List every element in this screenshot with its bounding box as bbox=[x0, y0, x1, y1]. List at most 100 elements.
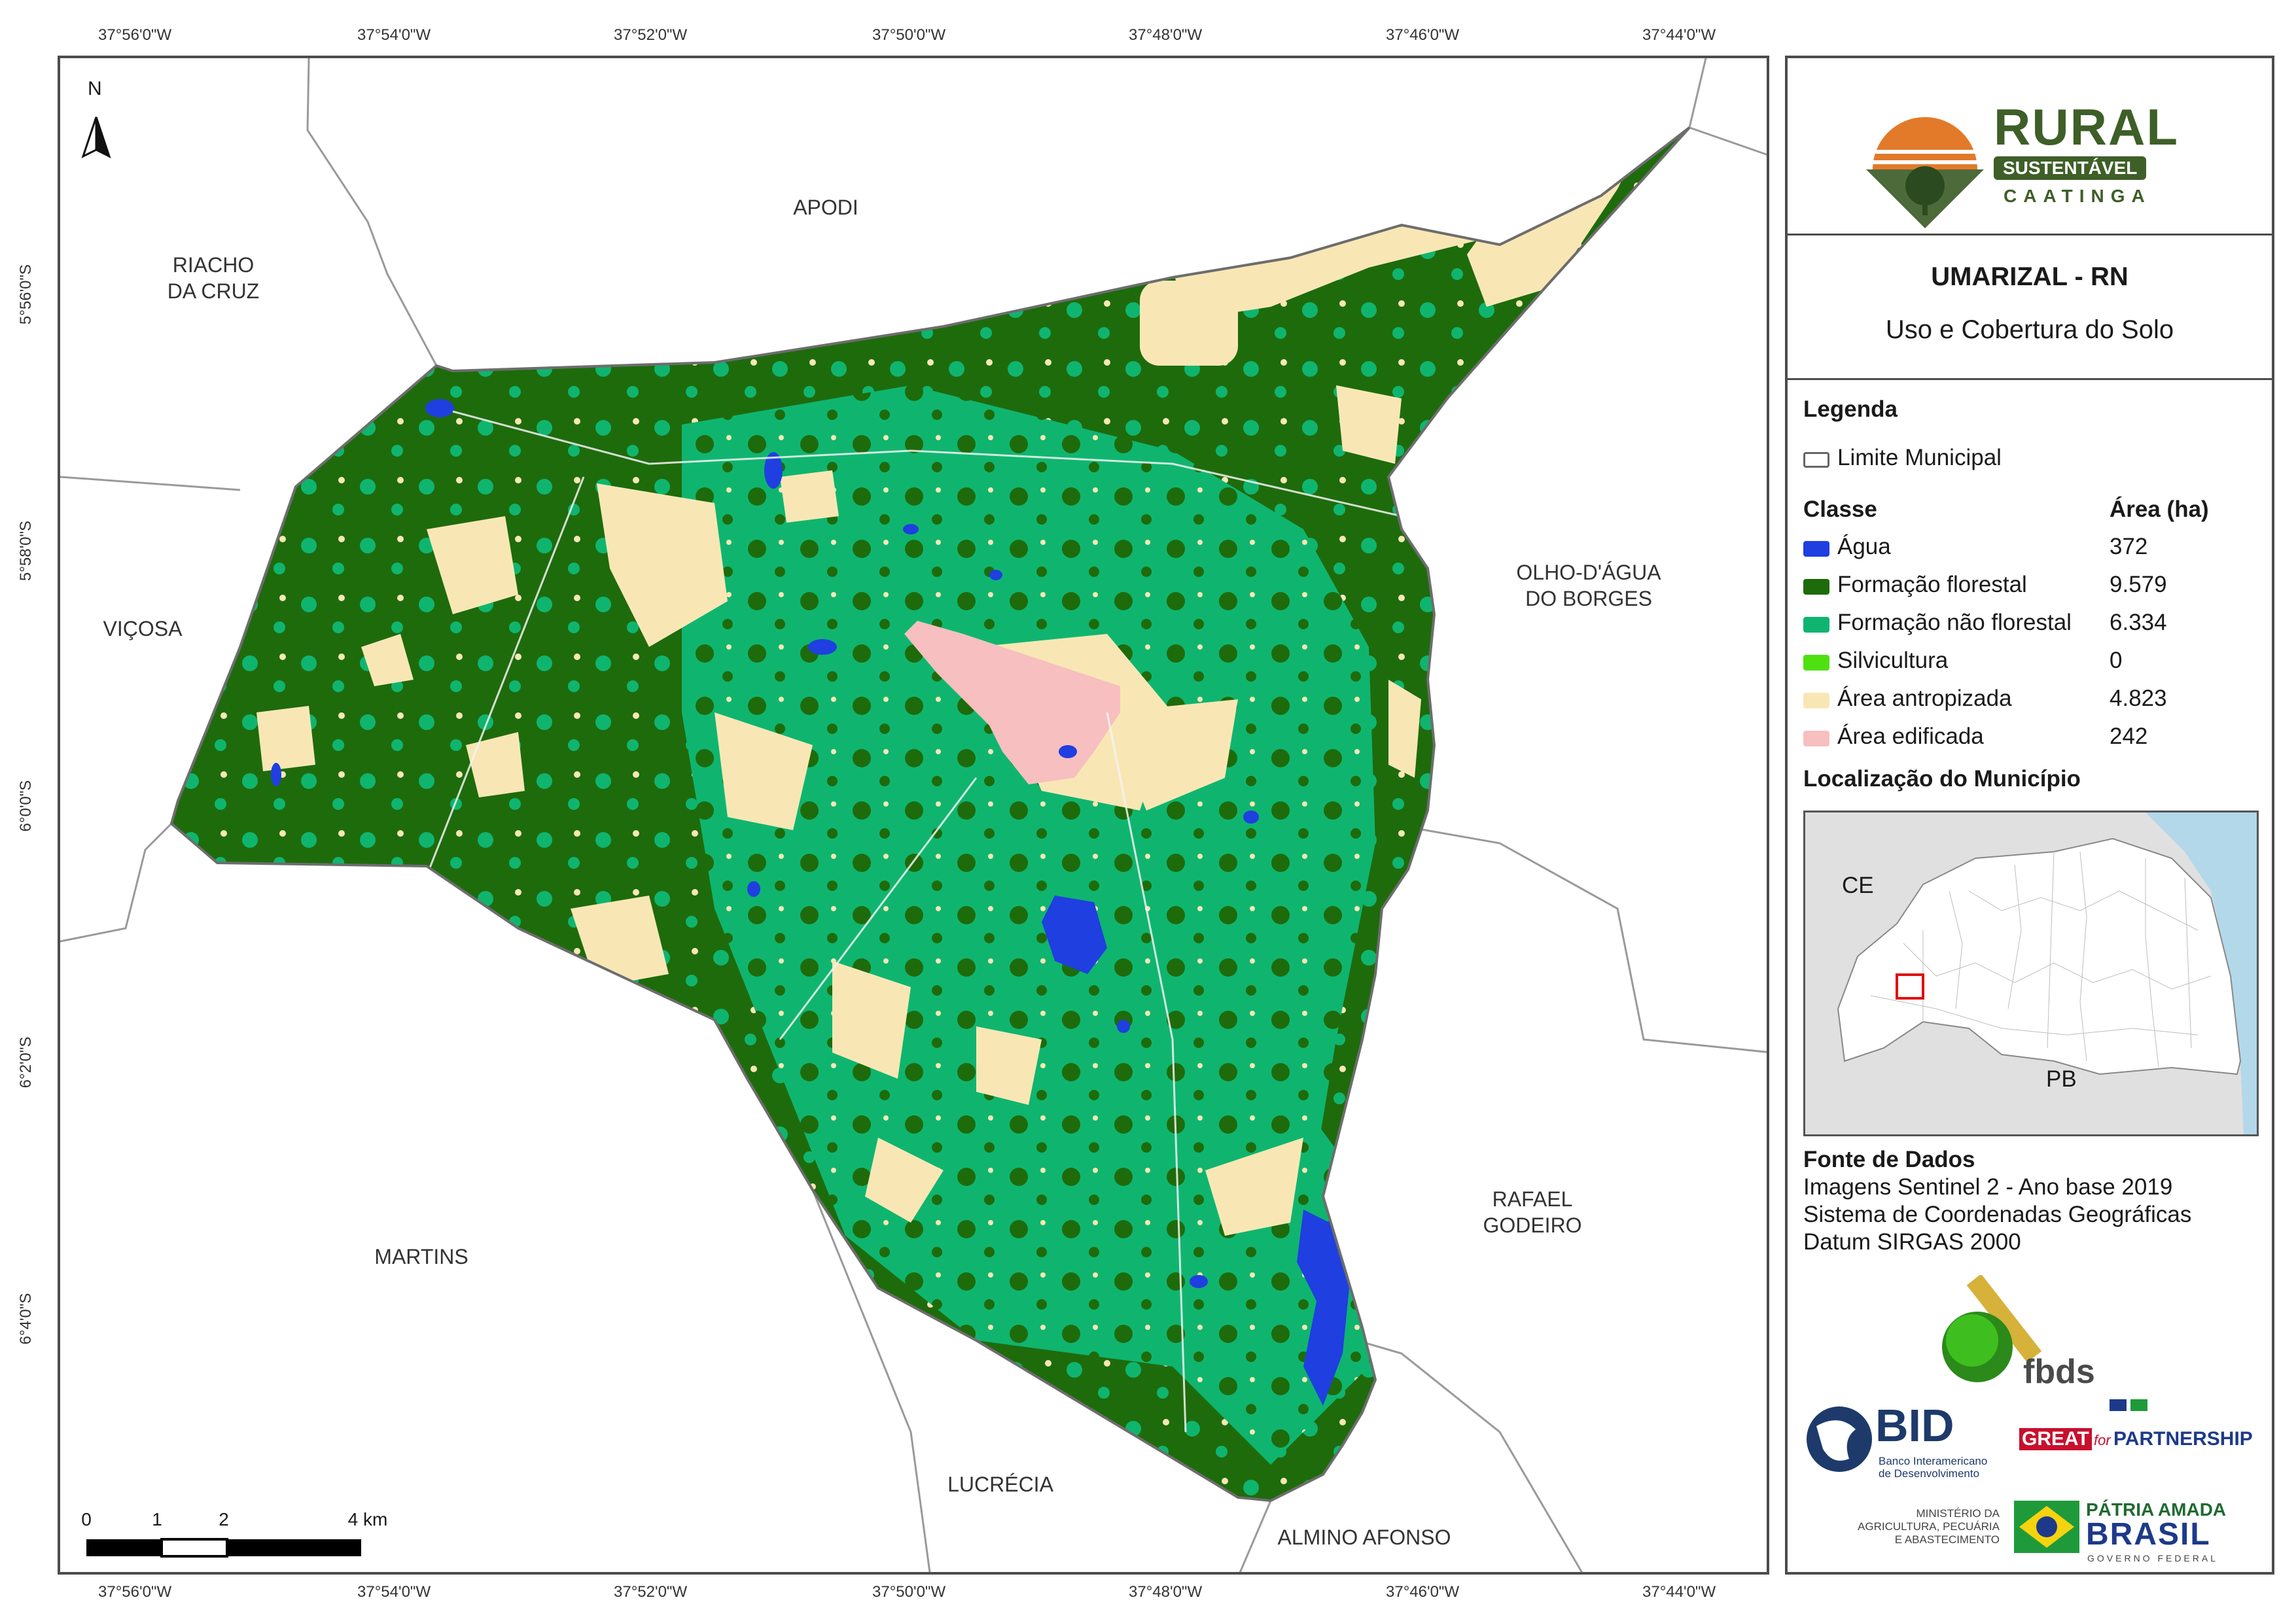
patria-amada-text: PÁTRIA AMADA bbox=[2086, 1499, 2227, 1520]
fbds-text: fbds bbox=[2023, 1353, 2095, 1391]
source-line-2: Sistema de Coordenadas Geográficas bbox=[1803, 1202, 2192, 1227]
logo-rural-text: RURAL bbox=[1994, 98, 2179, 156]
governo-federal-text: GOVERNO FEDERAL bbox=[2087, 1553, 2219, 1563]
logo-caatinga-text: CAATINGA bbox=[2004, 186, 2151, 206]
lon-label-top-2: 37°54'0"W bbox=[357, 26, 431, 44]
great-text: GREAT bbox=[2019, 1428, 2092, 1450]
legend-area-formacao-florestal: 9.579 bbox=[2110, 572, 2167, 597]
bid-globe-icon bbox=[1807, 1406, 1872, 1472]
map-frame: N 0 1 2 4 km APODI RIACHO DA CRUZ VIÇOSA… bbox=[58, 56, 1769, 1575]
legend-label-area-antropizada: Área antropizada bbox=[1837, 686, 2012, 711]
locator-map-svg bbox=[1837, 812, 2257, 1134]
bid-subtitle-1: Banco Interamericano bbox=[1879, 1455, 1988, 1467]
lon-label-top-1: 37°56'0"W bbox=[98, 26, 172, 44]
legend-area-area-antropizada: 4.823 bbox=[2110, 686, 2167, 711]
locator-map: CE PB bbox=[1803, 811, 2259, 1136]
government-logos: MINISTÉRIO DA AGRICULTURA, PECUÁRIA E AB… bbox=[1803, 1499, 2261, 1573]
fbds-logo: fbds bbox=[1932, 1274, 2115, 1393]
label-olho-dagua-do-borges: OLHO-D'ÁGUA DO BORGES bbox=[1516, 561, 1661, 610]
label-almino-afonso: ALMINO AFONSO bbox=[1277, 1526, 1451, 1549]
municipality-boundary bbox=[169, 126, 1691, 1503]
lon-label-bottom-4: 37°50'0"W bbox=[872, 1583, 946, 1601]
legend-area-agua: 372 bbox=[2110, 534, 2148, 559]
ministerio-line-3: E ABASTECIMENTO bbox=[1894, 1533, 2000, 1546]
lon-label-top-6: 37°46'0"W bbox=[1386, 26, 1460, 44]
class-header: Classe bbox=[1803, 497, 1877, 522]
legend-label-silvicultura: Silvicultura bbox=[1837, 648, 1949, 673]
legend-label-formacao-florestal: Formação florestal bbox=[1837, 572, 2027, 597]
north-label: N bbox=[88, 78, 102, 99]
brazil-flag-icon bbox=[2130, 1399, 2147, 1411]
lat-label-1: 5°56'0"S bbox=[17, 264, 35, 325]
legend-swatch-formacao-nao-florestal bbox=[1803, 617, 1829, 633]
legend-area-silvicultura: 0 bbox=[2110, 648, 2123, 673]
location-heading: Localização do Município bbox=[1803, 766, 2081, 792]
legend-swatch-area-antropizada bbox=[1803, 693, 1829, 708]
bid-logo: BID Banco Interamericano de Desenvolvime… bbox=[1803, 1399, 2013, 1484]
legend-swatch-silvicultura bbox=[1803, 655, 1829, 671]
partnership-text: PARTNERSHIP bbox=[2113, 1428, 2253, 1450]
rural-sustentavel-logo: RURAL SUSTENTÁVEL CAATINGA bbox=[1860, 97, 2213, 261]
legend-area-area-edificada: 242 bbox=[2110, 724, 2148, 749]
lon-label-bottom-5: 37°48'0"W bbox=[1129, 1583, 1203, 1601]
limit-label: Limite Municipal bbox=[1837, 445, 2002, 470]
scale-bar bbox=[86, 1538, 361, 1558]
label-riacho-da-cruz: RIACHO DA CRUZ bbox=[167, 253, 260, 303]
lat-label-2: 5°58'0"S bbox=[17, 520, 35, 582]
label-vicosa: VIÇOSA bbox=[103, 617, 183, 640]
lon-label-top-7: 37°44'0"W bbox=[1642, 26, 1716, 44]
label-apodi: APODI bbox=[793, 196, 858, 219]
panel-divider bbox=[1788, 234, 2272, 236]
legend-area-formacao-nao-florestal: 6.334 bbox=[2110, 610, 2167, 635]
map-subtitle: Uso e Cobertura do Solo bbox=[1885, 315, 2174, 344]
brasil-emblem-icon bbox=[2014, 1501, 2079, 1553]
lon-label-bottom-6: 37°46'0"W bbox=[1386, 1583, 1460, 1601]
caatinga-tree-icon bbox=[1866, 117, 1984, 228]
lat-label-5: 6°4'0"S bbox=[17, 1293, 35, 1345]
fbds-emblem-icon bbox=[1942, 1274, 2042, 1382]
ministerio-line-1: MINISTÉRIO DA bbox=[1916, 1507, 2000, 1520]
scale-label-0: 0 bbox=[81, 1509, 92, 1529]
legend-swatch-area-edificada bbox=[1803, 731, 1829, 746]
inset-label-ce: CE bbox=[1842, 873, 1874, 898]
legend-label-agua: Água bbox=[1837, 534, 1891, 559]
logo-sustentavel-text: SUSTENTÁVEL bbox=[1994, 156, 2147, 180]
north-arrow-icon bbox=[81, 116, 111, 158]
lat-label-4: 6°2'0"S bbox=[17, 1036, 35, 1089]
ministerio-line-2: AGRICULTURA, PECUÁRIA bbox=[1858, 1520, 2000, 1533]
panel-divider bbox=[1788, 378, 2272, 380]
neighbor-boundaries bbox=[60, 58, 1767, 1572]
label-martins: MARTINS bbox=[374, 1245, 468, 1268]
lon-label-top-3: 37°52'0"W bbox=[614, 26, 688, 44]
lon-label-top-5: 37°48'0"W bbox=[1129, 26, 1203, 44]
legend-label-area-edificada: Área edificada bbox=[1837, 724, 1984, 749]
lat-label-3: 6°0'0"S bbox=[17, 780, 35, 832]
legend-panel: RURAL SUSTENTÁVEL CAATINGA UMARIZAL - RN… bbox=[1785, 56, 2274, 1575]
land-cover-map[interactable] bbox=[60, 58, 1769, 1575]
scale-label-2: 2 bbox=[219, 1509, 229, 1529]
lon-label-bottom-7: 37°44'0"W bbox=[1642, 1583, 1716, 1601]
lon-label-bottom-2: 37°54'0"W bbox=[357, 1583, 431, 1601]
scale-label-4km: 4 km bbox=[347, 1509, 388, 1529]
lon-label-bottom-3: 37°52'0"W bbox=[614, 1583, 688, 1601]
brasil-text: BRASIL bbox=[2086, 1517, 2211, 1552]
bid-subtitle-2: de Desenvolvimento bbox=[1879, 1467, 1980, 1480]
great-partnership-logo: GREAT for PARTNERSHIP bbox=[2018, 1399, 2267, 1484]
lon-label-top-4: 37°50'0"W bbox=[872, 26, 946, 44]
bid-text: BID bbox=[1875, 1400, 1954, 1451]
label-lucrecia: LUCRÉCIA bbox=[947, 1473, 1053, 1496]
label-rafael-godeiro: RAFAEL GODEIRO bbox=[1483, 1187, 1582, 1237]
legend-heading: Legenda bbox=[1803, 396, 1898, 422]
lon-label-bottom-1: 37°56'0"W bbox=[98, 1583, 172, 1601]
inset-label-pb: PB bbox=[2046, 1066, 2077, 1092]
great-for-text: for bbox=[2094, 1432, 2111, 1448]
uk-flag-icon bbox=[2110, 1399, 2127, 1411]
municipality-land-cover bbox=[171, 128, 1689, 1501]
source-heading: Fonte de Dados bbox=[1803, 1147, 1975, 1172]
legend-swatch-agua bbox=[1803, 541, 1829, 557]
legend-label-formacao-nao-florestal: Formação não florestal bbox=[1837, 610, 2072, 635]
area-header: Área (ha) bbox=[2110, 497, 2209, 522]
legend-swatch-formacao-florestal bbox=[1803, 579, 1829, 595]
source-line-3: Datum SIRGAS 2000 bbox=[1803, 1229, 2021, 1255]
map-title: UMARIZAL - RN bbox=[1931, 262, 2128, 291]
